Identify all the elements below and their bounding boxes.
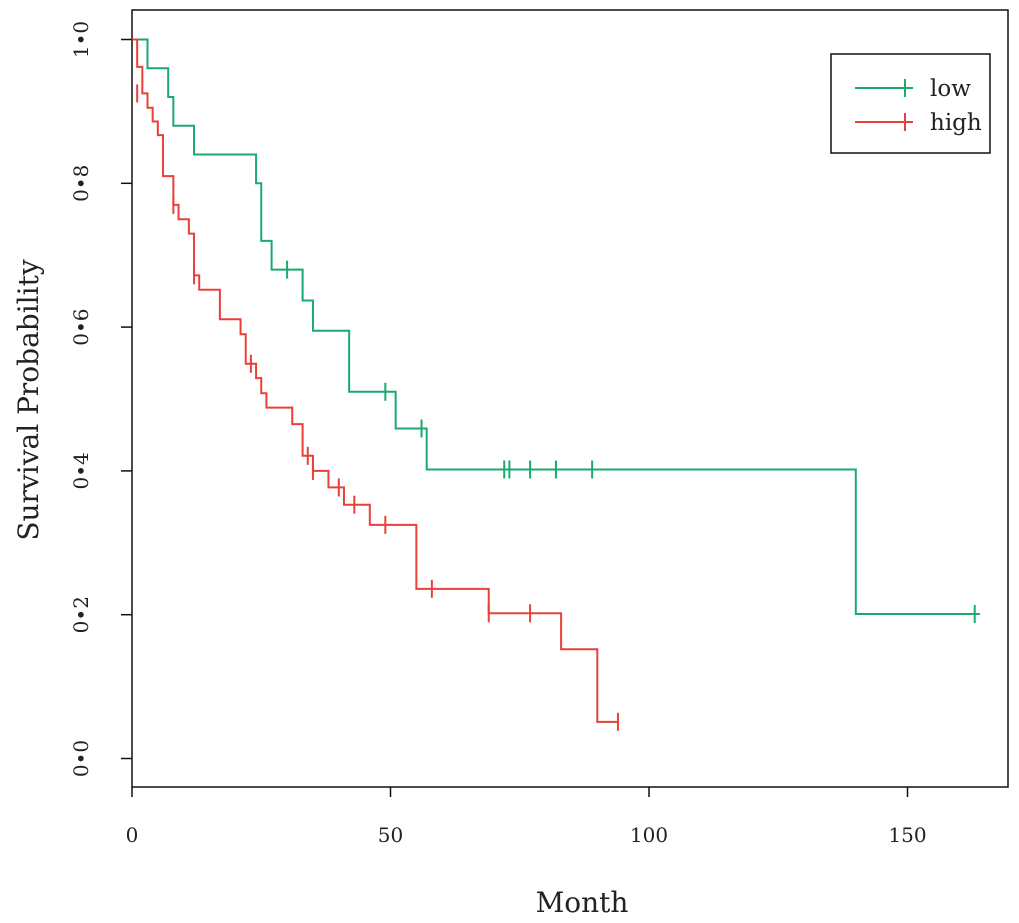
x-tick-label: 150 (888, 823, 926, 847)
survival-curve-high (132, 38, 618, 723)
x-axis-title: Month (536, 886, 629, 919)
y-tick-label: 0•4 (69, 452, 93, 489)
y-tick-label: 0•6 (69, 308, 93, 345)
x-tick-label: 100 (630, 823, 668, 847)
x-tick-label: 50 (378, 823, 403, 847)
y-tick-label: 1•0 (69, 21, 93, 58)
y-axis-title: Survival Probability (12, 259, 45, 540)
y-tick-label: 0•8 (69, 165, 93, 202)
legend-box (830, 53, 991, 154)
y-tick-label: 0•0 (69, 740, 93, 777)
survival-curve-low (132, 38, 980, 615)
legend: low high (830, 53, 991, 154)
series-layer (132, 38, 980, 731)
axes: 0 50 100 150 0•0 0•2 0•4 0•6 0•8 1•0 (69, 9, 1009, 847)
legend-label-low: low (930, 76, 971, 102)
legend-label-high: high (930, 110, 982, 136)
series-high (132, 38, 619, 731)
series-low (132, 38, 980, 623)
x-tick-label: 0 (126, 823, 139, 847)
y-tick-label: 0•2 (69, 596, 93, 633)
plot-frame (131, 9, 1009, 788)
